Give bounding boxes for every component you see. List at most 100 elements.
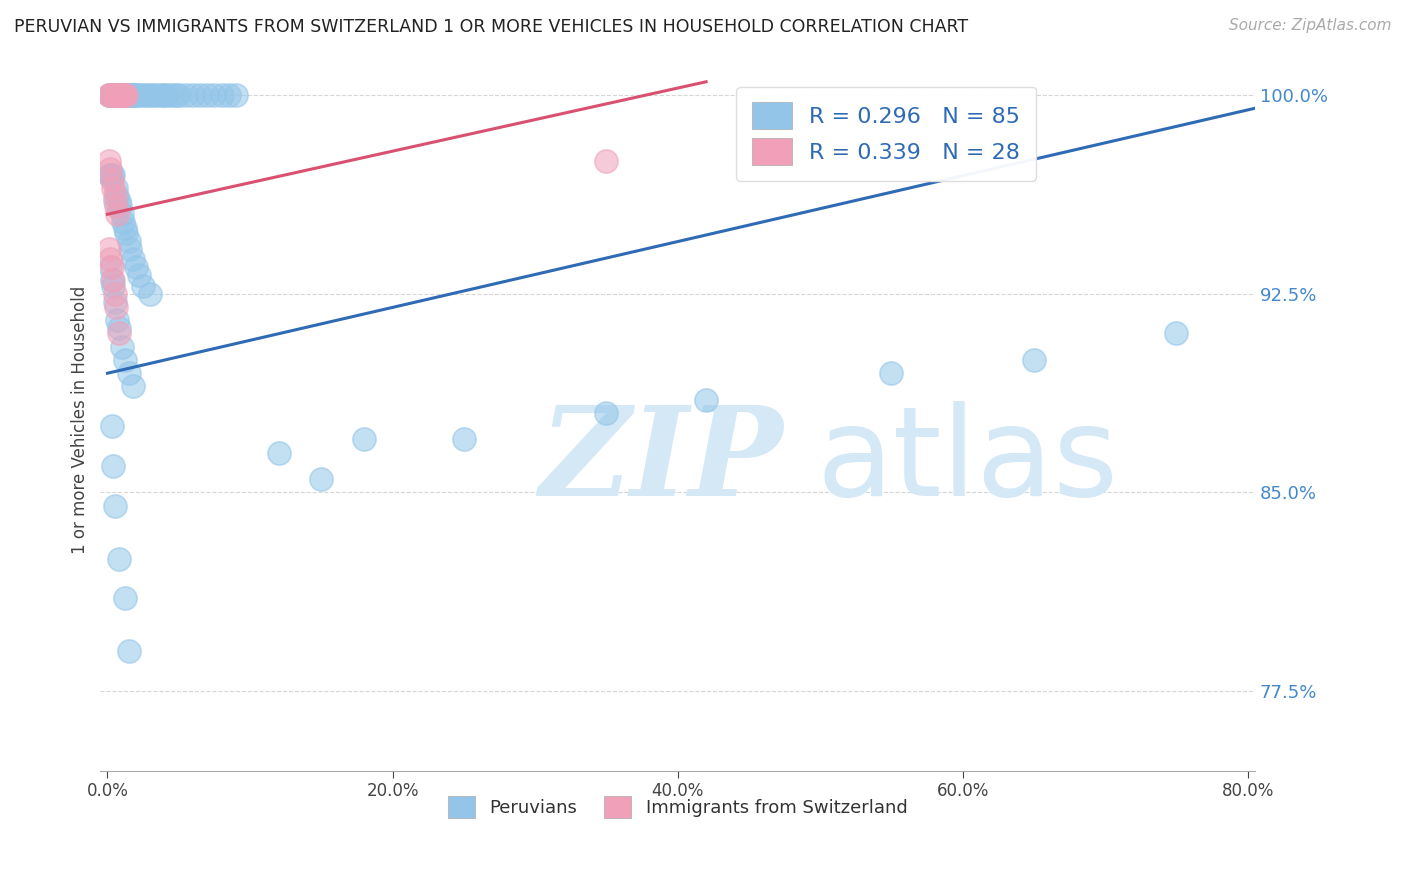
Point (104, 294, 127, 309)
Point (117, 88, 139, 103)
Point (132, 278, 155, 293)
Point (118, 234, 141, 248)
Point (97, 88, 120, 103)
Point (120, 88, 142, 103)
Point (124, 88, 146, 103)
Point (101, 273, 124, 287)
Point (110, 199, 132, 213)
Point (98, 260, 121, 275)
Point (101, 88, 124, 103)
Point (101, 88, 124, 103)
Point (114, 88, 136, 103)
Point (165, 88, 187, 103)
Point (188, 88, 211, 103)
Point (108, 551, 131, 566)
Point (97, 168, 120, 182)
Point (98, 88, 121, 103)
Point (107, 88, 129, 103)
Point (115, 226, 138, 240)
Point (107, 88, 129, 103)
Point (107, 207, 129, 221)
Point (453, 433, 475, 447)
Point (153, 88, 176, 103)
Point (880, 366, 903, 380)
Point (128, 88, 150, 103)
Point (595, 154, 617, 169)
Point (105, 199, 128, 213)
Point (97, 88, 120, 103)
Point (353, 433, 375, 447)
Point (202, 88, 225, 103)
Point (100, 273, 122, 287)
Point (132, 88, 155, 103)
Point (100, 173, 122, 187)
Point (115, 88, 138, 103)
Point (139, 88, 162, 103)
Point (105, 88, 128, 103)
Point (125, 260, 148, 275)
Text: atlas: atlas (815, 401, 1118, 522)
Point (107, 188, 129, 202)
Point (267, 446, 290, 460)
Point (105, 88, 128, 103)
Point (98, 162, 121, 177)
Point (135, 88, 157, 103)
Point (112, 88, 135, 103)
Point (121, 88, 143, 103)
Text: ZIP: ZIP (538, 401, 783, 523)
Point (112, 88, 135, 103)
Point (174, 88, 197, 103)
Point (111, 340, 134, 354)
Point (114, 353, 136, 368)
Point (97, 242, 120, 256)
Point (118, 366, 141, 380)
Point (218, 88, 240, 103)
Point (311, 472, 333, 486)
Point (128, 268, 150, 283)
Point (107, 313, 129, 327)
Point (111, 88, 134, 103)
Point (108, 194, 131, 208)
Point (142, 88, 165, 103)
Point (695, 392, 717, 407)
Point (100, 419, 122, 434)
Point (125, 88, 148, 103)
Point (112, 215, 135, 229)
Point (114, 88, 136, 103)
Point (101, 180, 124, 194)
Point (110, 88, 132, 103)
Point (120, 242, 142, 256)
Point (108, 321, 131, 335)
Text: PERUVIAN VS IMMIGRANTS FROM SWITZERLAND 1 OR MORE VEHICLES IN HOUSEHOLD CORRELAT: PERUVIAN VS IMMIGRANTS FROM SWITZERLAND … (14, 18, 969, 36)
Point (104, 194, 127, 208)
Point (100, 88, 122, 103)
Point (100, 260, 122, 275)
Point (181, 88, 204, 103)
Point (160, 88, 183, 103)
Point (595, 406, 617, 420)
Point (101, 458, 124, 473)
Point (1022, 353, 1045, 368)
Point (122, 252, 145, 267)
Point (114, 220, 136, 235)
Point (101, 278, 124, 293)
Y-axis label: 1 or more Vehicles in Household: 1 or more Vehicles in Household (72, 285, 89, 554)
Point (225, 88, 247, 103)
Point (150, 88, 173, 103)
Point (97, 154, 120, 169)
Point (111, 207, 134, 221)
Point (101, 168, 124, 182)
Point (104, 88, 127, 103)
Point (122, 88, 145, 103)
Point (122, 379, 145, 393)
Point (104, 286, 127, 301)
Point (115, 88, 138, 103)
Point (104, 88, 127, 103)
Point (114, 591, 136, 606)
Point (108, 88, 131, 103)
Point (98, 88, 121, 103)
Point (195, 88, 218, 103)
Point (100, 168, 122, 182)
Point (167, 88, 190, 103)
Point (108, 326, 131, 341)
